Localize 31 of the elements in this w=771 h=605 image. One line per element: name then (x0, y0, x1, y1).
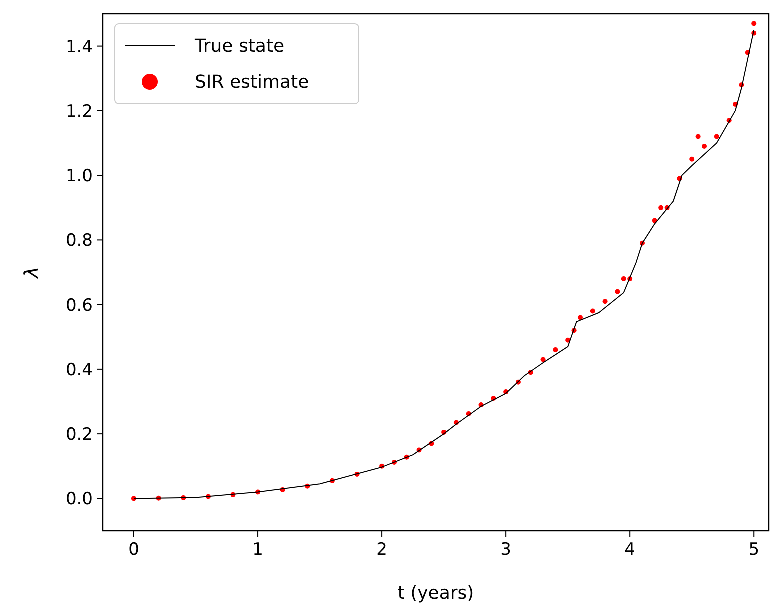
x-tick-label: 3 (500, 540, 512, 560)
point (658, 205, 664, 210)
point (690, 156, 695, 162)
y-tick-label: 1.2 (66, 102, 93, 122)
x-tick-label: 1 (252, 540, 264, 560)
y-tick-label: 0.6 (66, 296, 93, 316)
point (590, 308, 596, 314)
y-tick-label: 1.0 (66, 166, 93, 187)
x-tick-label: 2 (376, 540, 388, 560)
point (621, 276, 626, 282)
y-tick-label: 0.0 (66, 490, 93, 510)
point (702, 144, 708, 149)
legend-label: SIR estimate (195, 72, 310, 93)
x-tick-label: 5 (748, 540, 760, 560)
point (714, 134, 720, 140)
point (615, 289, 620, 294)
y-tick-label: 0.2 (66, 425, 93, 446)
point (540, 357, 546, 362)
legend-label: True state (194, 36, 285, 57)
x-tick-label: 0 (128, 540, 140, 560)
point (553, 348, 558, 353)
y-tick-label: 0.8 (66, 231, 93, 252)
point (602, 299, 608, 304)
y-axis-title: λ (21, 266, 43, 280)
point (578, 315, 583, 320)
y-tick-label: 0.4 (66, 360, 93, 380)
x-tick-label: 4 (624, 540, 636, 560)
point (696, 134, 701, 140)
y-tick-label: 1.4 (66, 37, 93, 58)
point (752, 21, 757, 26)
x-axis-title: t (years) (398, 583, 474, 604)
